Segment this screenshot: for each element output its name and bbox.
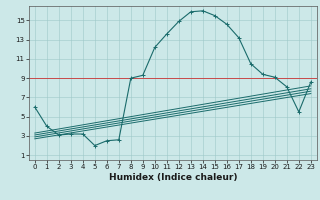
- X-axis label: Humidex (Indice chaleur): Humidex (Indice chaleur): [108, 173, 237, 182]
